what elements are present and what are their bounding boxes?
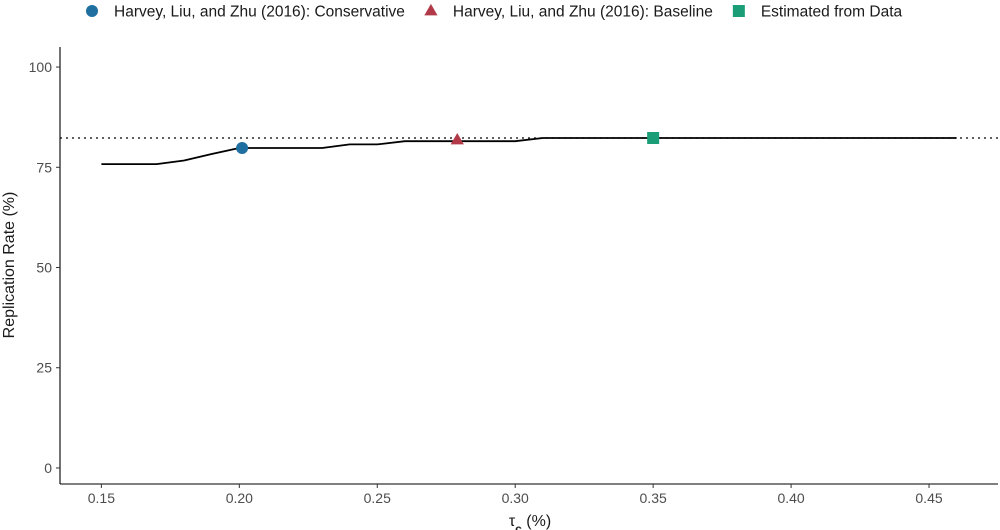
y-tick-label: 50 — [36, 260, 52, 276]
x-tick-label: 0.20 — [226, 490, 253, 506]
y-tick-label: 0 — [44, 460, 52, 476]
x-axis-title-symbol: τ — [509, 513, 516, 530]
point-circle — [236, 142, 249, 155]
x-tick-label: 0.25 — [364, 490, 391, 506]
legend-key-triangle — [424, 3, 438, 16]
plot-area — [60, 132, 998, 166]
replication-rate-line — [101, 137, 957, 166]
x-axis-title: τc (%) — [509, 513, 551, 530]
legend-key-square — [732, 5, 745, 17]
point-square — [647, 132, 660, 145]
x-axis-title-subscript: c — [515, 522, 522, 530]
x-tick-label: 0.40 — [777, 490, 804, 506]
legend-label: Harvey, Liu, and Zhu (2016): Baseline — [453, 4, 713, 21]
x-tick-label: 0.15 — [88, 490, 115, 506]
x-tick-label: 0.45 — [915, 490, 942, 506]
legend-key-circle — [86, 5, 98, 17]
x-tick-label: 0.30 — [502, 490, 529, 506]
x-axis-title-suffix: (%) — [522, 513, 551, 530]
y-axis-title: Replication Rate (%) — [1, 192, 18, 339]
y-tick-label: 75 — [36, 159, 52, 175]
y-tick-label: 25 — [36, 360, 52, 376]
y-tick-label: 100 — [29, 59, 53, 75]
legend-label: Harvey, Liu, and Zhu (2016): Conservativ… — [114, 4, 405, 21]
point-triangle — [450, 132, 464, 145]
axes: 0 25 50 75 100 0.15 0.20 0.25 0.30 0.35 0.40 0.45 — [29, 47, 998, 506]
legend-label: Estimated from Data — [761, 4, 903, 21]
legend: Harvey, Liu, and Zhu (2016): Conservativ… — [86, 4, 902, 21]
x-tick-label: 0.35 — [640, 490, 667, 506]
